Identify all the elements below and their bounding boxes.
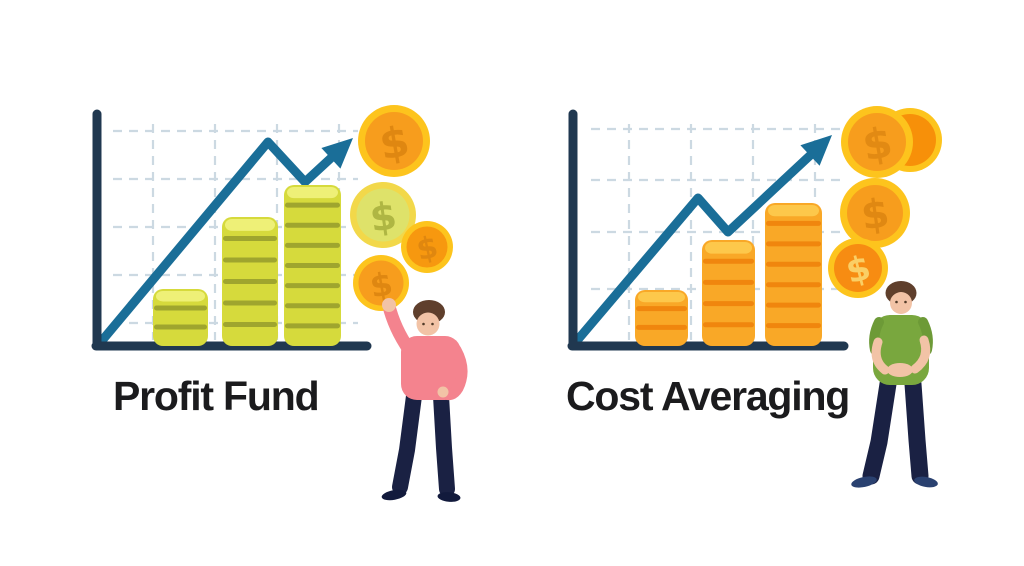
coin-separator <box>766 241 821 247</box>
dollar-sign: $ <box>367 193 399 240</box>
coin-stack-body <box>765 203 822 346</box>
coin-face <box>848 113 906 171</box>
person-face <box>890 292 912 314</box>
coin-separator <box>154 305 207 311</box>
dollar-coin-icon: $ <box>841 106 913 178</box>
coin-face <box>847 185 903 241</box>
coin-stacks <box>153 185 341 346</box>
coin-stack-body <box>153 289 208 346</box>
dollar-coin-icon: $ <box>358 105 430 177</box>
person-leg <box>433 388 455 497</box>
person-leg <box>862 375 897 485</box>
person-shoe <box>914 476 938 488</box>
person-shoe <box>437 492 461 502</box>
coin-stack <box>635 290 688 346</box>
coin-separator <box>285 202 340 208</box>
trend-line-icon <box>95 137 353 348</box>
coin-separator <box>223 300 277 306</box>
coin-stack <box>765 203 822 346</box>
coin-stack <box>153 289 208 346</box>
dollar-sign: $ <box>858 190 892 239</box>
coin-separator <box>285 242 340 248</box>
person-hand <box>382 298 396 312</box>
coin-separator <box>766 282 821 288</box>
coin-stack <box>702 240 755 346</box>
dollar-coin-icon: $ <box>840 178 910 248</box>
person-hair-fringe <box>889 285 915 300</box>
coin-separator <box>766 302 821 308</box>
coin-top-face <box>705 242 752 254</box>
coin-separator <box>223 322 277 327</box>
dollar-coin-icon: $ <box>350 182 416 248</box>
coin-face <box>356 188 410 242</box>
person-figure <box>851 281 938 488</box>
coin-separator <box>285 303 340 309</box>
coin-separator <box>285 283 340 289</box>
floating-coins: $ $ $ $ <box>350 105 453 311</box>
coin-top-face <box>768 205 819 217</box>
profit-fund-panel: $ $ $ $ <box>91 105 468 502</box>
coin-separator <box>703 279 754 285</box>
dollar-coin-icon: $ <box>828 238 888 298</box>
trend-line <box>95 137 336 348</box>
coin-separator <box>285 263 340 268</box>
coin-separator <box>766 261 821 267</box>
cost-averaging-panel: $ $ $ <box>567 106 942 488</box>
panel-title-profit-fund: Profit Fund <box>113 373 320 419</box>
coin-separator <box>766 220 821 226</box>
person-eye <box>422 322 425 326</box>
coin-separator <box>285 222 340 228</box>
person-face <box>416 312 440 336</box>
coin-separator <box>766 323 821 329</box>
coin-top-face <box>638 292 685 303</box>
person-arm <box>871 337 890 375</box>
person-hands-clasped <box>887 363 913 377</box>
person-leg <box>392 388 422 495</box>
coin-separator <box>703 301 754 307</box>
coin-separator <box>285 323 340 329</box>
panel-title-cost-averaging: Cost Averaging <box>566 373 850 419</box>
coin-separator <box>703 322 754 328</box>
person-eye <box>431 322 434 326</box>
person-arm <box>437 344 468 401</box>
coin-stacks <box>635 203 822 346</box>
dollar-coin-icon: $ <box>353 255 409 311</box>
coin-separator <box>636 324 687 330</box>
dollar-coin-icon: $ <box>401 221 453 273</box>
person-leg <box>904 375 929 485</box>
coin-separator <box>154 324 207 330</box>
person-torso <box>401 336 461 400</box>
person-hand <box>437 386 449 398</box>
coin-face <box>365 112 423 170</box>
arrow-head-icon <box>321 138 353 169</box>
coin-stack <box>222 217 278 346</box>
person-eye <box>895 300 898 304</box>
trend-line <box>570 151 815 348</box>
coin-face <box>358 260 404 306</box>
coin-separator <box>703 258 754 264</box>
coin-separator <box>636 306 687 312</box>
coin-face <box>834 244 882 292</box>
person-hair-fringe <box>416 305 443 320</box>
coin-face <box>406 226 448 268</box>
coin-separator <box>223 257 277 263</box>
person-eye <box>904 300 907 304</box>
coin-top-face <box>287 187 338 199</box>
coin-top-face <box>156 291 205 302</box>
person-shoe <box>851 476 877 488</box>
coin-stack-body <box>635 290 688 346</box>
person-figure <box>381 298 468 502</box>
coin-stack <box>284 185 341 346</box>
coin-top-face <box>225 219 275 231</box>
arrow-head-icon <box>800 135 832 166</box>
floating-coins: $ $ $ <box>828 106 942 298</box>
coin-stack-body <box>702 240 755 346</box>
coin-separator <box>223 279 277 284</box>
person-arm <box>910 335 931 374</box>
trend-line-icon <box>570 135 832 348</box>
person-shoe <box>381 489 407 501</box>
coin-separator <box>223 236 277 241</box>
